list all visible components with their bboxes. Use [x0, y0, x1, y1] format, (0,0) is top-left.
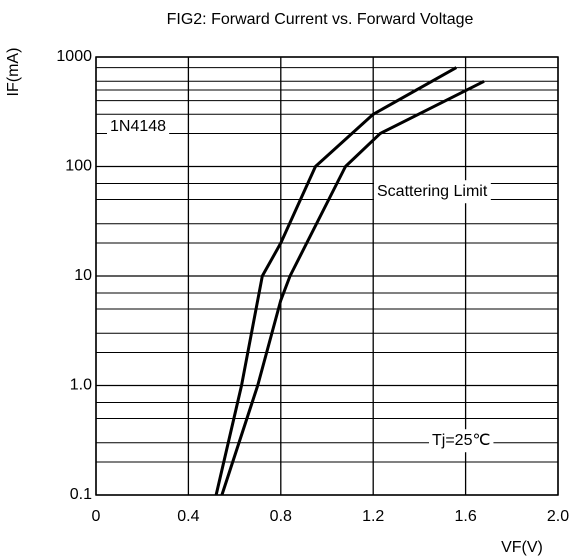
y-tick-label: 1000 [56, 48, 92, 65]
annotation-box [374, 180, 491, 204]
line [220, 79, 485, 496]
annotation: Tj=25℃ [432, 432, 490, 449]
y-tick-label: 1.0 [70, 377, 92, 394]
y-axis-label: IF(mA) [5, 48, 22, 97]
y-tick-label: 100 [65, 158, 92, 175]
annotation-box [107, 115, 170, 139]
plot-frame [95, 56, 559, 496]
annotation-box [429, 429, 494, 453]
x-tick-label: 1.6 [454, 508, 476, 525]
x-tick-label: 0.4 [177, 508, 199, 525]
y-tick-label: 10 [74, 267, 92, 284]
y-tick-label: 0.1 [70, 486, 92, 503]
x-tick-label: 0.8 [270, 508, 292, 525]
annotation: Scattering Limit [377, 183, 488, 200]
annotation: 1N4148 [110, 118, 166, 135]
x-axis-label: VF(V) [501, 539, 543, 556]
x-tick-label: 1.2 [362, 508, 384, 525]
x-tick-label: 2.0 [547, 508, 569, 525]
x-tick-label: 0 [92, 508, 101, 525]
line [214, 66, 458, 496]
chart-title: FIG2: Forward Current vs. Forward Voltag… [167, 11, 474, 28]
